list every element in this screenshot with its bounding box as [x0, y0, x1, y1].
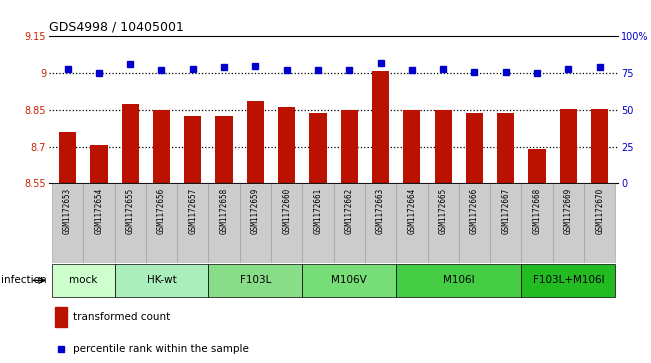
Text: GSM1172657: GSM1172657: [188, 187, 197, 233]
Text: GSM1172663: GSM1172663: [376, 187, 385, 233]
Bar: [146, 183, 177, 263]
Text: M106V: M106V: [331, 276, 367, 285]
Text: percentile rank within the sample: percentile rank within the sample: [73, 344, 249, 354]
Bar: [302, 264, 396, 297]
Bar: [247, 102, 264, 183]
Text: GSM1172668: GSM1172668: [533, 187, 542, 233]
Bar: [435, 110, 452, 183]
Bar: [584, 183, 615, 263]
Bar: [365, 183, 396, 263]
Bar: [52, 264, 115, 297]
Bar: [396, 183, 428, 263]
Text: GSM1172653: GSM1172653: [63, 187, 72, 233]
Text: GSM1172658: GSM1172658: [219, 187, 229, 233]
Bar: [333, 183, 365, 263]
Text: F103L+M106I: F103L+M106I: [533, 276, 604, 285]
Text: GSM1172655: GSM1172655: [126, 187, 135, 233]
Bar: [184, 116, 201, 183]
Bar: [521, 264, 615, 297]
Bar: [52, 183, 83, 263]
Text: infection: infection: [1, 276, 46, 285]
Bar: [396, 264, 521, 297]
Bar: [153, 110, 170, 183]
Text: GSM1172664: GSM1172664: [408, 187, 417, 233]
Text: GSM1172665: GSM1172665: [439, 187, 448, 233]
Bar: [208, 183, 240, 263]
Text: GSM1172656: GSM1172656: [157, 187, 166, 233]
Bar: [553, 183, 584, 263]
Bar: [372, 71, 389, 183]
Bar: [271, 183, 302, 263]
Bar: [122, 105, 139, 183]
Text: GSM1172669: GSM1172669: [564, 187, 573, 233]
Bar: [466, 113, 483, 183]
Text: GSM1172667: GSM1172667: [501, 187, 510, 233]
Bar: [591, 109, 608, 183]
Bar: [340, 110, 358, 183]
Text: F103L: F103L: [240, 276, 271, 285]
Bar: [521, 183, 553, 263]
Bar: [560, 109, 577, 183]
Bar: [529, 149, 546, 183]
Text: GSM1172666: GSM1172666: [470, 187, 479, 233]
Text: HK-wt: HK-wt: [146, 276, 176, 285]
Text: GSM1172662: GSM1172662: [345, 187, 353, 233]
Text: GDS4998 / 10405001: GDS4998 / 10405001: [49, 21, 184, 34]
Bar: [240, 183, 271, 263]
Bar: [428, 183, 459, 263]
Bar: [459, 183, 490, 263]
Bar: [278, 107, 296, 183]
Bar: [302, 183, 333, 263]
Text: GSM1172661: GSM1172661: [314, 187, 322, 233]
Bar: [90, 145, 107, 183]
Bar: [55, 307, 67, 327]
Bar: [309, 113, 327, 183]
Bar: [83, 183, 115, 263]
Text: transformed count: transformed count: [73, 312, 170, 322]
Bar: [208, 264, 302, 297]
Text: GSM1172654: GSM1172654: [94, 187, 104, 233]
Text: mock: mock: [69, 276, 98, 285]
Text: GSM1172670: GSM1172670: [595, 187, 604, 233]
Bar: [115, 264, 208, 297]
Text: GSM1172659: GSM1172659: [251, 187, 260, 233]
Bar: [403, 110, 421, 183]
Bar: [490, 183, 521, 263]
Text: GSM1172660: GSM1172660: [282, 187, 291, 233]
Bar: [115, 183, 146, 263]
Bar: [177, 183, 208, 263]
Bar: [215, 116, 232, 183]
Text: M106I: M106I: [443, 276, 475, 285]
Bar: [497, 113, 514, 183]
Bar: [59, 132, 76, 183]
